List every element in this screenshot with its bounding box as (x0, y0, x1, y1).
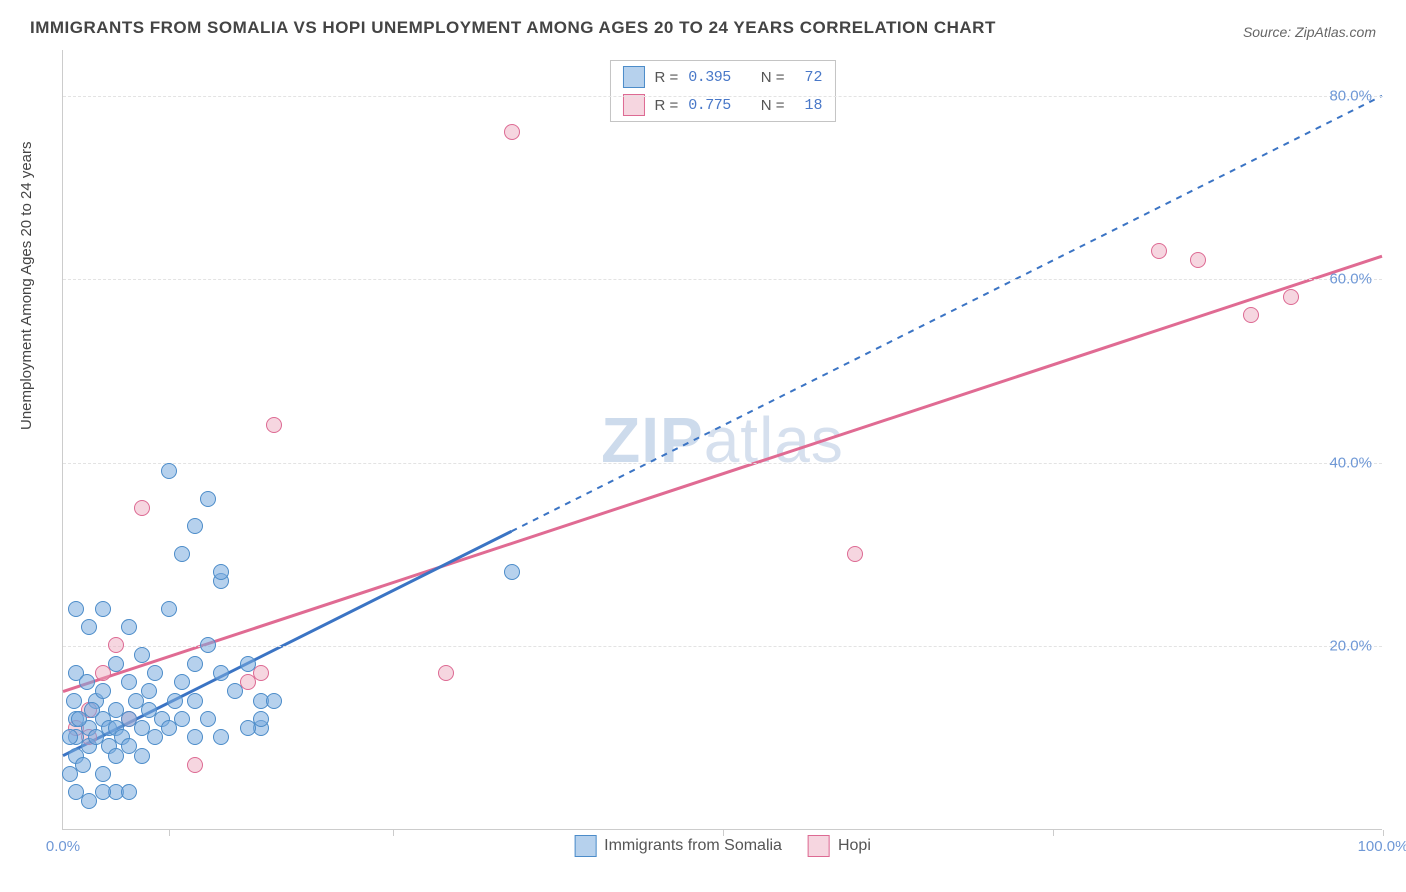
correlation-legend: R = 0.395 N = 72 R = 0.775 N = 18 (609, 60, 835, 122)
legend-label-a: Immigrants from Somalia (604, 837, 782, 855)
scatter-point-b (108, 637, 124, 653)
r-value-b: 0.775 (688, 97, 731, 114)
y-tick-label: 60.0% (1329, 271, 1372, 288)
x-tick-label: 0.0% (46, 838, 80, 855)
scatter-point-b (266, 417, 282, 433)
scatter-point-a (187, 518, 203, 534)
scatter-point-a (227, 683, 243, 699)
legend-row-a: R = 0.395 N = 72 (618, 63, 826, 91)
x-tick-mark (169, 830, 170, 836)
scatter-point-b (1283, 289, 1299, 305)
scatter-point-a (200, 491, 216, 507)
scatter-point-a (174, 711, 190, 727)
gridline-h (63, 279, 1382, 280)
scatter-point-a (121, 784, 137, 800)
scatter-point-a (121, 619, 137, 635)
scatter-point-a (504, 564, 520, 580)
scatter-point-a (62, 729, 78, 745)
scatter-point-a (95, 601, 111, 617)
scatter-point-a (161, 601, 177, 617)
scatter-point-b (253, 665, 269, 681)
scatter-point-a (62, 766, 78, 782)
scatter-point-b (134, 500, 150, 516)
scatter-point-a (161, 463, 177, 479)
r-label: R = (654, 97, 678, 114)
series-legend: Immigrants from Somalia Hopi (574, 835, 871, 857)
plot-area: ZIPatlas R = 0.395 N = 72 R = 0.775 N = … (62, 50, 1382, 830)
n-value-a: 72 (795, 69, 823, 86)
scatter-point-a (253, 711, 269, 727)
x-tick-label: 100.0% (1358, 838, 1406, 855)
y-axis-label: Unemployment Among Ages 20 to 24 years (18, 141, 35, 430)
legend-item-a: Immigrants from Somalia (574, 835, 782, 857)
scatter-point-a (95, 784, 111, 800)
scatter-point-a (213, 729, 229, 745)
scatter-point-a (134, 748, 150, 764)
scatter-point-b (187, 757, 203, 773)
scatter-point-a (147, 665, 163, 681)
scatter-point-a (84, 702, 100, 718)
scatter-point-a (108, 656, 124, 672)
scatter-point-a (174, 674, 190, 690)
scatter-point-a (81, 619, 97, 635)
scatter-point-b (438, 665, 454, 681)
scatter-point-a (68, 601, 84, 617)
scatter-point-a (95, 683, 111, 699)
legend-label-b: Hopi (838, 837, 871, 855)
chart-title: IMMIGRANTS FROM SOMALIA VS HOPI UNEMPLOY… (30, 18, 996, 38)
scatter-point-a (134, 647, 150, 663)
scatter-point-a (187, 729, 203, 745)
scatter-point-a (187, 693, 203, 709)
x-tick-mark (1053, 830, 1054, 836)
gridline-h (63, 96, 1382, 97)
scatter-point-a (121, 674, 137, 690)
scatter-point-a (66, 693, 82, 709)
gridline-h (63, 646, 1382, 647)
n-value-b: 18 (795, 97, 823, 114)
scatter-point-a (95, 766, 111, 782)
scatter-point-b (1151, 243, 1167, 259)
y-tick-label: 20.0% (1329, 638, 1372, 655)
scatter-point-a (240, 656, 256, 672)
scatter-point-a (174, 546, 190, 562)
scatter-point-a (79, 674, 95, 690)
scatter-point-a (213, 665, 229, 681)
scatter-point-b (1190, 252, 1206, 268)
scatter-point-b (847, 546, 863, 562)
swatch-series-a (622, 66, 644, 88)
y-tick-label: 40.0% (1329, 454, 1372, 471)
x-tick-mark (723, 830, 724, 836)
gridline-h (63, 463, 1382, 464)
swatch-series-b (622, 94, 644, 116)
scatter-point-a (167, 693, 183, 709)
n-label: N = (761, 97, 785, 114)
scatter-point-a (200, 711, 216, 727)
scatter-point-a (200, 637, 216, 653)
scatter-point-a (187, 656, 203, 672)
r-label: R = (654, 69, 678, 86)
scatter-point-b (1243, 307, 1259, 323)
x-tick-mark (393, 830, 394, 836)
legend-item-b: Hopi (808, 835, 871, 857)
r-value-a: 0.395 (688, 69, 731, 86)
x-tick-mark (1383, 830, 1384, 836)
n-label: N = (761, 69, 785, 86)
scatter-point-a (75, 757, 91, 773)
scatter-point-b (504, 124, 520, 140)
swatch-series-b (808, 835, 830, 857)
scatter-point-a (266, 693, 282, 709)
swatch-series-a (574, 835, 596, 857)
scatter-point-a (141, 683, 157, 699)
y-tick-label: 80.0% (1329, 87, 1372, 104)
scatter-point-a (213, 564, 229, 580)
source-attribution: Source: ZipAtlas.com (1243, 24, 1376, 40)
